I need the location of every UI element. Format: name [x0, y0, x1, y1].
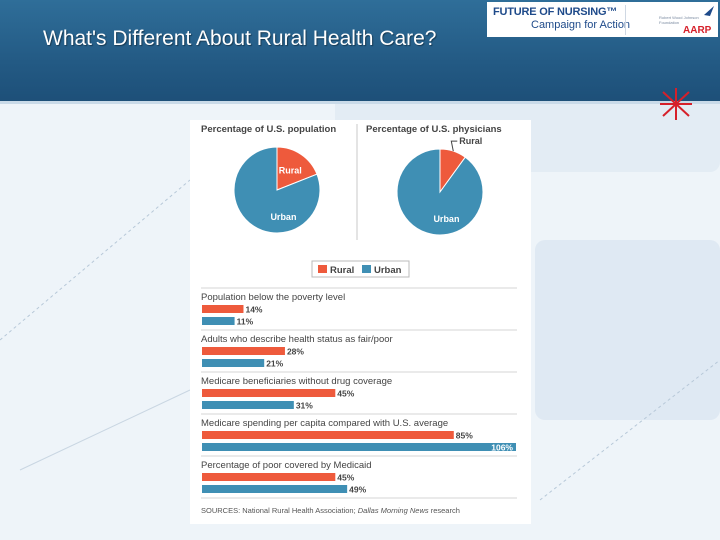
bar-0-rural	[202, 305, 244, 313]
bar-3-urban	[202, 443, 516, 451]
pie-0-label-urban: Urban	[270, 212, 296, 222]
bar-0-urban	[202, 317, 235, 325]
pie-0-slice-rural	[276, 146, 318, 191]
aarp-logo-text: AARP	[683, 25, 712, 36]
pie-title-population: Percentage of U.S. population	[201, 124, 336, 135]
pie-1-leader-rural	[450, 140, 458, 152]
sources-label: SOURCES: National Rural Health Associati…	[201, 506, 358, 515]
bar-group-2-label: Medicare beneficiaries without drug cove…	[201, 376, 392, 387]
legend-swatch-rural	[318, 265, 327, 273]
bar-2-urban-value: 31%	[296, 401, 313, 411]
bar-4-rural-value: 45%	[337, 473, 354, 483]
bar-2-urban	[202, 401, 294, 409]
bar-group-4-label: Percentage of poor covered by Medicaid	[201, 460, 372, 471]
pie-0-slice-urban	[233, 146, 321, 234]
bar-3-rural	[202, 431, 454, 439]
sources-tail: research	[429, 506, 460, 515]
bar-2-rural	[202, 389, 336, 397]
bird-icon	[704, 6, 714, 16]
bar-1-urban-value: 21%	[266, 359, 283, 369]
sources-italic: Dallas Morning News	[358, 506, 429, 515]
campaign-for-action-logo-text: Campaign for Action	[531, 19, 631, 31]
bar-0-rural-value: 14%	[245, 305, 262, 315]
bar-3-rural-value: 85%	[456, 431, 473, 441]
bar-group-0-label: Population below the poverty level	[201, 292, 345, 303]
sources-note: SOURCES: National Rural Health Associati…	[201, 506, 460, 515]
bar-4-rural	[202, 473, 336, 481]
legend-label-rural: Rural	[330, 265, 354, 276]
bar-1-rural	[202, 347, 285, 355]
bar-0-urban-value: 11%	[237, 317, 254, 327]
pie-0-label-rural: Rural	[279, 165, 302, 175]
bar-1-rural-value: 28%	[287, 347, 304, 357]
asterisk-icon	[660, 88, 692, 120]
slide-title: What's Different About Rural Health Care…	[43, 27, 437, 50]
rural-urban-chart: Percentage of U.S. population Percentage…	[201, 124, 517, 515]
bar-group-3-label: Medicare spending per capita compared wi…	[201, 418, 448, 429]
logo-separator	[625, 5, 626, 35]
bar-1-urban	[202, 359, 265, 367]
header-divider	[0, 101, 720, 104]
rwjf-logo-text: Robert Wood Johnson Foundation	[659, 15, 699, 25]
future-of-nursing-logo-text: FUTURE OF NURSING™	[493, 6, 618, 18]
infographic-panel: Percentage of U.S. population Percentage…	[190, 120, 531, 524]
bar-4-urban-value: 49%	[349, 485, 366, 495]
legend-swatch-urban	[362, 265, 371, 273]
logo-block: FUTURE OF NURSING™ Campaign for Action R…	[487, 2, 718, 37]
bar-group-1-label: Adults who describe health status as fai…	[201, 334, 393, 345]
bar-3-urban-value: 106%	[491, 443, 513, 453]
bar-4-urban	[202, 485, 348, 493]
pie-title-physicians: Percentage of U.S. physicians	[366, 124, 502, 135]
legend-box	[311, 260, 410, 278]
pie-1-slice-urban	[396, 148, 484, 236]
pie-1-label-rural: Rural	[459, 136, 482, 146]
pie-1-label-urban: Urban	[433, 214, 459, 224]
bar-2-rural-value: 45%	[337, 389, 354, 399]
legend-label-urban: Urban	[374, 265, 402, 276]
